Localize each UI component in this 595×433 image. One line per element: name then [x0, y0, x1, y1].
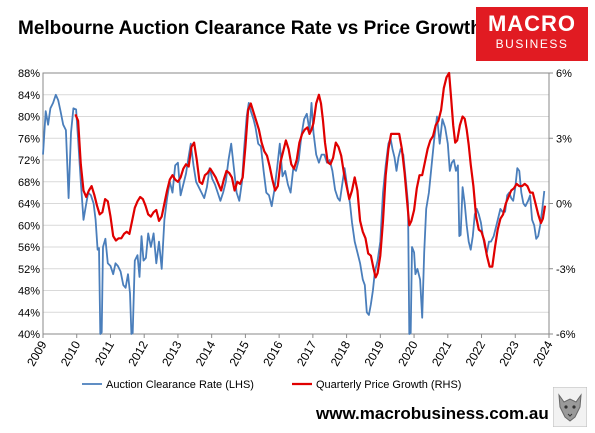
x-tick-label: 2009	[24, 338, 50, 368]
right-axis-labels: -6% -3% 0% 3% 6%	[556, 68, 576, 341]
x-tick-label: 2020	[395, 338, 421, 368]
y-tick-label-left: 44%	[18, 307, 40, 319]
x-tick-label: 2018	[328, 338, 354, 368]
x-tick-label: 2024	[530, 338, 556, 368]
y-tick-label-left: 80%	[18, 112, 40, 124]
y-tick-label-left: 52%	[18, 264, 40, 276]
plot-frame	[42, 72, 553, 338]
y-tick-label-left: 68%	[18, 177, 40, 189]
y-tick-label-left: 84%	[18, 90, 40, 102]
x-tick-label: 2021	[429, 338, 455, 368]
legend-label: Auction Clearance Rate (LHS)	[106, 379, 254, 391]
x-tick-label: 2019	[361, 338, 387, 368]
y-tick-label-right: 0%	[556, 199, 572, 211]
y-tick-label-left: 76%	[18, 133, 40, 145]
x-tick-label: 2015	[227, 338, 253, 368]
legend: Auction Clearance Rate (LHS) Quarterly Pr…	[82, 379, 461, 391]
series-clearance-rate-line	[42, 93, 546, 335]
macro-business-logo: MACRO BUSINESS	[476, 7, 588, 61]
series-price-growth-line	[74, 71, 547, 279]
y-tick-label-left: 48%	[18, 286, 40, 298]
y-tick-label-right: 3%	[556, 133, 572, 145]
y-tick-label-right: 6%	[556, 68, 572, 80]
wolf-logo-icon	[553, 387, 587, 427]
plot-border	[42, 72, 550, 335]
logo-line-macro: MACRO	[487, 11, 577, 36]
y-tick-label-left: 60%	[18, 220, 40, 232]
y-tick-label-left: 40%	[18, 329, 40, 341]
x-tick-label: 2023	[496, 338, 522, 368]
y-tick-label-left: 72%	[18, 155, 40, 167]
x-tick-label: 2022	[463, 338, 489, 368]
legend-label: Quarterly Price Growth (RHS)	[316, 379, 461, 391]
y-tick-label-left: 64%	[18, 199, 40, 211]
left-axis-labels: 40% 44% 48% 52% 56% 60% 64% 68% 72% 76% 80% 84% 88%	[18, 68, 40, 341]
x-tick-label: 2011	[92, 338, 117, 368]
gridlines	[43, 72, 549, 335]
y-tick-label-left: 88%	[18, 68, 40, 80]
x-axis-labels: 2009 2010 2011 2012 2013 2014 2015 2016 2017 2018…	[24, 338, 556, 368]
chart-title: Melbourne Auction Clearance Rate vs Pric…	[18, 18, 482, 39]
x-tick-label: 2013	[159, 338, 185, 368]
y-tick-label-right: -6%	[556, 329, 576, 341]
x-tick-label: 2012	[125, 338, 151, 368]
y-tick-label-right: -3%	[556, 264, 576, 276]
series-group	[42, 71, 547, 335]
footer-url: www.macrobusiness.com.au	[316, 404, 549, 423]
x-tick-label: 2016	[260, 338, 286, 368]
y-tick-label-left: 56%	[18, 242, 40, 254]
logo-line-business: BUSINESS	[495, 37, 569, 51]
x-tick-label: 2017	[294, 338, 320, 368]
x-tick-label: 2010	[58, 338, 84, 368]
x-tick-label: 2014	[193, 338, 219, 368]
